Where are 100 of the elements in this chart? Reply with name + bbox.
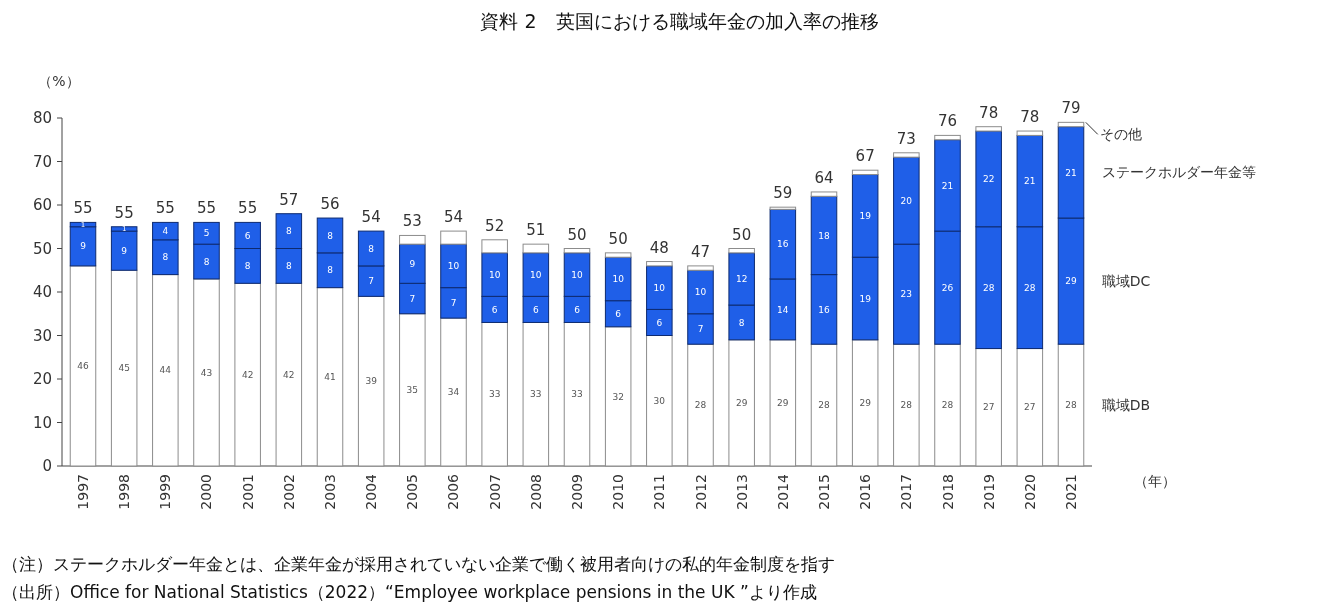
- data-label: 8: [162, 252, 169, 263]
- bar: [934, 343, 961, 467]
- bar: [234, 282, 261, 467]
- data-label: 34: [447, 387, 460, 398]
- data-label: 44: [159, 365, 172, 376]
- x-tick-label: 2000: [198, 474, 215, 510]
- data-label: 21: [1065, 167, 1077, 178]
- data-label: 7: [697, 324, 704, 335]
- series-label: 職域DB: [1101, 397, 1151, 413]
- data-label: 22: [982, 174, 995, 185]
- bar: [357, 295, 385, 467]
- bar: [810, 343, 838, 467]
- data-label: 10: [694, 287, 707, 298]
- data-label: 46: [77, 361, 89, 372]
- x-tick-label: 2012: [692, 474, 709, 510]
- total-label: 51: [526, 221, 546, 240]
- data-label: 28: [900, 400, 913, 411]
- y-tick-label: 0: [42, 457, 52, 476]
- bar: [1016, 130, 1044, 136]
- total-label: 59: [773, 184, 793, 203]
- total-label: 78: [1020, 108, 1040, 127]
- data-label: 9: [80, 241, 87, 252]
- data-label: 19: [859, 293, 872, 304]
- bar: [152, 274, 179, 467]
- data-label: 6: [656, 317, 663, 328]
- x-tick-label: 2008: [527, 474, 544, 510]
- total-label: 64: [814, 168, 834, 187]
- bar: [399, 234, 426, 245]
- data-label: 21: [941, 180, 954, 191]
- bar: [769, 339, 797, 467]
- x-tick-label: 2020: [1021, 474, 1038, 510]
- y-tick-label: 50: [32, 239, 52, 258]
- series-label: ステークホルダー年金等: [1101, 164, 1256, 181]
- x-tick-label: 2014: [774, 473, 791, 510]
- total-label: 50: [567, 225, 587, 244]
- bar: [69, 265, 97, 467]
- data-label: 14: [777, 304, 789, 315]
- x-tick-label: 1997: [75, 474, 91, 510]
- x-tick-label: 2001: [239, 474, 256, 510]
- x-tick-label: 2005: [404, 474, 421, 510]
- bar: [1016, 348, 1044, 467]
- data-label: 28: [1024, 282, 1036, 293]
- data-label: 9: [121, 245, 128, 256]
- y-tick-label: 10: [32, 413, 52, 432]
- x-axis-title: （年）: [1133, 473, 1176, 489]
- x-tick-label: 2019: [980, 474, 997, 510]
- total-label: 56: [320, 195, 340, 214]
- total-label: 79: [1061, 99, 1081, 118]
- data-label: 8: [285, 261, 292, 272]
- total-label: 76: [937, 112, 958, 131]
- data-label: 6: [574, 304, 581, 315]
- y-tick-label: 20: [32, 370, 52, 389]
- bar: [69, 226, 97, 267]
- bar: [851, 169, 879, 176]
- total-label: 47: [690, 242, 711, 261]
- data-label: 41: [324, 371, 336, 382]
- data-label: 29: [859, 398, 872, 409]
- data-label: 8: [244, 261, 251, 272]
- data-label: 27: [982, 402, 995, 413]
- bar: [316, 287, 344, 467]
- data-label: 33: [488, 389, 501, 400]
- data-label: 10: [612, 274, 625, 285]
- x-tick-label: 1999: [157, 474, 174, 510]
- bar: [1057, 343, 1085, 467]
- total-label: 50: [732, 225, 752, 244]
- y-tick-label: 40: [32, 283, 52, 302]
- data-label: 8: [368, 243, 375, 254]
- x-tick-label: 2006: [445, 473, 462, 510]
- total-label: 55: [155, 199, 175, 218]
- data-label: 28: [818, 400, 830, 411]
- bar: [810, 191, 838, 197]
- bar: [522, 321, 550, 467]
- x-tick-label: 2017: [898, 474, 915, 510]
- series-label: その他: [1099, 126, 1142, 143]
- data-label: 9: [409, 258, 416, 269]
- bar: [193, 278, 220, 467]
- data-label: 8: [738, 317, 745, 328]
- data-label: 16: [818, 304, 830, 315]
- bar: [399, 313, 426, 467]
- bar: [563, 321, 591, 467]
- bar: [440, 317, 467, 467]
- bar: [646, 335, 673, 467]
- x-tick-label: 2002: [280, 474, 297, 510]
- data-label: 10: [530, 269, 542, 280]
- data-label: 6: [244, 230, 251, 241]
- data-label: 8: [285, 226, 292, 237]
- bar: [522, 243, 550, 254]
- data-label: 7: [409, 293, 416, 304]
- total-label: 55: [196, 199, 217, 218]
- total-label: 52: [485, 216, 505, 235]
- data-label: 29: [735, 398, 748, 409]
- x-tick-label: 2018: [939, 474, 956, 510]
- data-label: 16: [777, 239, 789, 250]
- data-label: 4: [162, 226, 169, 237]
- bar: [769, 206, 797, 210]
- x-tick-label: 2015: [816, 474, 832, 510]
- data-label: 35: [406, 385, 419, 396]
- y-tick-label: 60: [32, 196, 52, 215]
- y-tick-label: 30: [32, 326, 52, 345]
- data-label: 33: [571, 389, 583, 400]
